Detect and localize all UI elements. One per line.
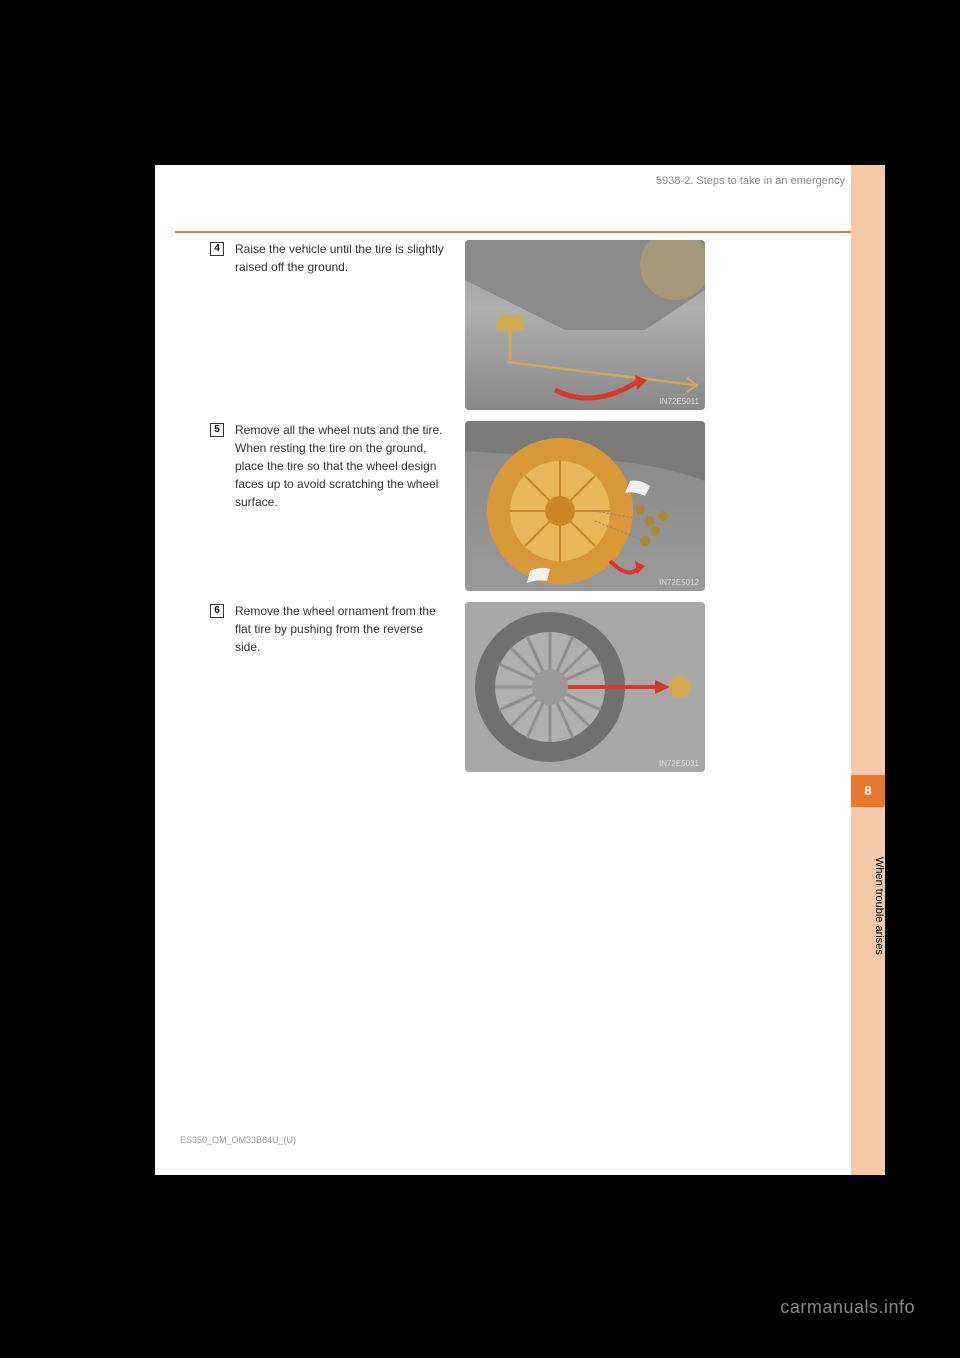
step-number-box: 5 [210, 423, 224, 437]
side-tab-label: When trouble arises [851, 857, 885, 955]
image-id: IN72E5012 [659, 578, 699, 587]
watermark: carmanuals.info [780, 1297, 915, 1318]
wheel-ornament-illustration [465, 602, 705, 772]
step-6-image: IN72E5031 [465, 602, 705, 772]
step-4-image: IN72E5011 [465, 240, 705, 410]
jack-illustration [465, 240, 705, 410]
side-tab-number: 8 [851, 775, 885, 807]
step-number-box: 4 [210, 242, 224, 256]
page-container: 5938-2. Steps to take in an emergency 8 … [155, 165, 885, 1175]
footer-reference: ES350_OM_OM33B64U_(U) [180, 1135, 296, 1145]
image-id: IN72E5011 [660, 397, 699, 406]
step-text: Remove the wheel ornament from the flat … [235, 602, 450, 656]
step-text: Remove all the wheel nuts and the tire. … [235, 421, 450, 511]
page-number: 5938-2. Steps to take in an emergency [656, 175, 845, 187]
step-text: Raise the vehicle until the tire is slig… [235, 240, 450, 276]
step-5: 5 Remove all the wheel nuts and the tire… [210, 421, 224, 439]
side-tab [851, 165, 885, 1175]
step-5-image: IN72E5012 [465, 421, 705, 591]
section-divider [175, 231, 855, 233]
step-4: 4 Raise the vehicle until the tire is sl… [210, 240, 224, 258]
image-id: IN72E5031 [659, 759, 699, 768]
wheel-removal-illustration [465, 421, 705, 591]
step-6: 6 Remove the wheel ornament from the fla… [210, 602, 224, 620]
step-number-box: 6 [210, 604, 224, 618]
page-header: 5938-2. Steps to take in an emergency [155, 175, 885, 210]
